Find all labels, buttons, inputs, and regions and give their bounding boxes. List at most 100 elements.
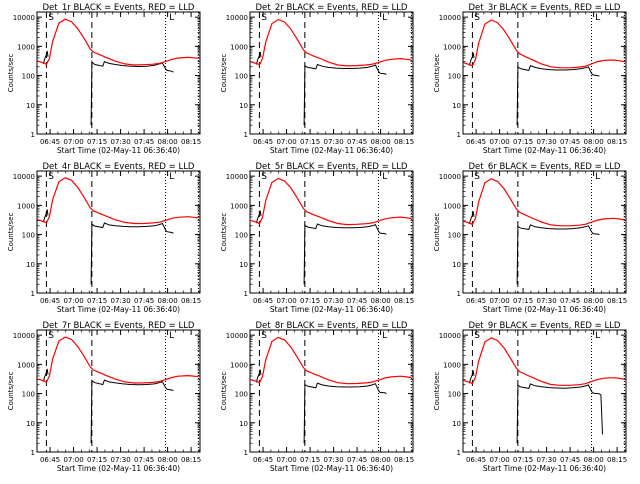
y-tick-label: 100: [448, 232, 461, 240]
y-axis-label: Counts/sec: [7, 54, 15, 93]
y-tick-label: 100: [448, 391, 461, 399]
x-tick-label: 07:15: [513, 456, 533, 464]
x-tick-label: 07:30: [536, 456, 556, 464]
lld-series-line: [36, 336, 199, 384]
x-tick-label: 08:00: [158, 297, 178, 305]
y-tick-label: 1: [31, 449, 35, 457]
marker-label: L: [382, 172, 387, 182]
y-axis-label: Counts/sec: [220, 213, 228, 252]
events-series-line: [255, 210, 387, 285]
x-tick-label: 08:15: [181, 297, 201, 305]
x-axis-label: Start Time (02-May-11 06:36:40): [270, 305, 393, 314]
lld-series-line: [249, 18, 412, 67]
x-tick-label: 08:00: [371, 138, 391, 146]
plot-frame: [36, 170, 201, 294]
y-tick-label: 1000: [17, 202, 35, 210]
y-tick-label: 1000: [230, 202, 248, 210]
y-tick-label: 100: [235, 232, 248, 240]
detector-panel-8: Det_8r BLACK = Events, RED = LLD 1 10 100 10…: [220, 321, 414, 473]
marker-label: L: [382, 331, 387, 341]
lld-series-line: [462, 337, 625, 386]
y-tick-label: 1000: [230, 361, 248, 369]
x-tick-label: 07:30: [323, 297, 343, 305]
y-tick-label: 10000: [439, 332, 461, 340]
x-tick-label: 06:45: [40, 138, 60, 146]
marker-label: L: [169, 172, 174, 182]
lld-series-line: [462, 19, 625, 69]
y-tick-label: 10: [239, 102, 248, 110]
x-tick-label: 07:45: [134, 138, 154, 146]
y-tick-label: 1: [244, 290, 248, 298]
plot-frame: [462, 11, 627, 135]
x-tick-label: 07:30: [110, 297, 130, 305]
x-tick-label: 06:45: [466, 456, 486, 464]
plot-frame: [462, 329, 627, 453]
plot-frame: [462, 170, 627, 294]
x-axis-label: Start Time (02-May-11 06:36:40): [270, 146, 393, 155]
x-tick-label: 08:15: [607, 138, 627, 146]
y-tick-label: 1: [31, 290, 35, 298]
x-tick-label: 08:15: [394, 456, 414, 464]
marker-label: S: [474, 13, 480, 23]
marker-label: L: [595, 172, 600, 182]
events-series-line: [468, 211, 600, 285]
y-tick-label: 10: [26, 261, 35, 269]
panel-title: Det_5r BLACK = Events, RED = LLD: [256, 162, 408, 172]
y-axis-label: Counts/sec: [7, 372, 15, 411]
x-tick-label: 07:15: [300, 297, 320, 305]
lld-series-line: [36, 18, 199, 66]
marker-label: S: [261, 172, 267, 182]
x-tick-label: 07:00: [489, 138, 509, 146]
marker-label: S: [48, 13, 54, 23]
x-axis-label: Start Time (02-May-11 06:36:40): [483, 464, 606, 473]
y-tick-label: 1000: [443, 361, 461, 369]
marker-label: L: [382, 13, 387, 23]
x-tick-label: 06:45: [466, 297, 486, 305]
y-tick-label: 1000: [17, 361, 35, 369]
y-tick-label: 10000: [13, 332, 35, 340]
y-tick-label: 10: [452, 261, 461, 269]
y-tick-label: 100: [235, 391, 248, 399]
x-tick-label: 07:15: [513, 297, 533, 305]
x-tick-label: 08:00: [371, 297, 391, 305]
events-series-line: [255, 369, 387, 444]
x-tick-label: 06:45: [253, 138, 273, 146]
detector-panel-6: Det_6r BLACK = Events, RED = LLD 1 10 100 10…: [433, 162, 627, 314]
x-tick-label: 08:15: [181, 138, 201, 146]
x-tick-label: 08:00: [584, 297, 604, 305]
x-tick-label: 06:45: [253, 297, 273, 305]
lld-series-line: [249, 177, 412, 226]
x-tick-label: 07:00: [276, 138, 296, 146]
x-tick-label: 07:45: [134, 456, 154, 464]
detector-panel-3: Det_3r BLACK = Events, RED = LLD 1 10 100 10…: [433, 3, 627, 155]
x-tick-label: 08:00: [371, 456, 391, 464]
x-tick-label: 07:45: [347, 138, 367, 146]
y-tick-label: 10000: [226, 14, 248, 22]
x-tick-label: 07:45: [560, 456, 580, 464]
y-tick-label: 10000: [439, 14, 461, 22]
marker-label: L: [169, 13, 174, 23]
x-tick-label: 07:45: [134, 297, 154, 305]
y-tick-label: 1000: [443, 202, 461, 210]
panel-title: Det_2r BLACK = Events, RED = LLD: [256, 3, 408, 13]
x-tick-label: 08:00: [158, 138, 178, 146]
x-tick-label: 08:15: [394, 297, 414, 305]
x-tick-label: 07:00: [63, 297, 83, 305]
events-series-line: [42, 209, 174, 285]
panel-title: Det_3r BLACK = Events, RED = LLD: [469, 3, 621, 13]
x-tick-label: 08:00: [584, 138, 604, 146]
panel-title: Det_9r BLACK = Events, RED = LLD: [469, 321, 621, 331]
x-axis-label: Start Time (02-May-11 06:36:40): [483, 305, 606, 314]
x-tick-label: 07:00: [489, 297, 509, 305]
y-tick-label: 10: [26, 420, 35, 428]
y-tick-label: 10000: [226, 173, 248, 181]
x-tick-label: 06:45: [40, 456, 60, 464]
detector-panel-1: Det_1r BLACK = Events, RED = LLD 1 10 100 10…: [7, 3, 201, 155]
plot-frame: [36, 11, 201, 135]
x-tick-label: 06:45: [466, 138, 486, 146]
lld-series-line: [462, 178, 625, 227]
y-tick-label: 10000: [226, 332, 248, 340]
y-tick-label: 10: [26, 102, 35, 110]
detector-panel-9: Det_9r BLACK = Events, RED = LLD 1 10 100 10…: [433, 321, 627, 473]
